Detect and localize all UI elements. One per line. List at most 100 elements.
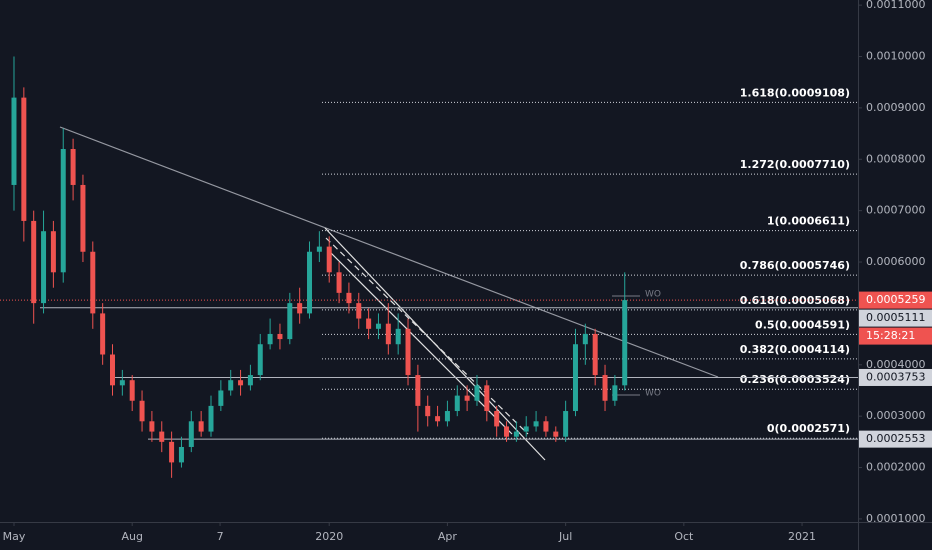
candle-body xyxy=(159,431,165,442)
candle-body xyxy=(109,354,115,386)
candle-body xyxy=(41,231,47,304)
candle-body xyxy=(198,421,204,432)
candle-body xyxy=(513,431,519,437)
candle-body xyxy=(169,441,175,463)
candle-body xyxy=(90,251,96,314)
candle-body xyxy=(356,303,362,319)
y-tick-label: 0.0006000 xyxy=(866,255,926,268)
y-tick-label: 0.0001000 xyxy=(866,512,926,525)
candle-body xyxy=(504,426,510,437)
candle-body xyxy=(267,333,273,345)
trend-line xyxy=(325,237,529,435)
candle-body xyxy=(563,411,569,437)
candle-body xyxy=(612,385,618,401)
candle-body xyxy=(228,380,234,391)
candle-body xyxy=(139,400,145,422)
candle-body xyxy=(21,97,27,221)
annotation: WO xyxy=(645,290,661,300)
candle-body xyxy=(464,395,470,401)
horizontal-line-label-box xyxy=(859,368,932,386)
candle-body xyxy=(80,184,86,252)
candle-body xyxy=(375,323,381,329)
candle-body xyxy=(287,303,293,340)
candle-body xyxy=(247,375,253,386)
x-tick-label: Oct xyxy=(674,530,694,543)
candle-body xyxy=(553,431,559,437)
fib-level-label: 0.5(0.0004591) xyxy=(755,318,850,331)
candle-body xyxy=(316,246,322,252)
candle-body xyxy=(277,333,283,340)
candle-body xyxy=(405,328,411,376)
candle-body xyxy=(572,344,578,412)
fib-level-label: 1.272(0.0007710) xyxy=(740,158,850,171)
candle-body xyxy=(582,333,588,345)
candle-body xyxy=(366,318,372,329)
x-tick-label: 7 xyxy=(217,530,224,543)
candle-body xyxy=(474,385,480,401)
candle-body xyxy=(454,395,460,412)
candle-body xyxy=(129,380,135,401)
candle-body xyxy=(119,380,125,386)
candle-body xyxy=(543,421,549,432)
last-price-label-box xyxy=(859,291,932,309)
horizontal-line-label: 0.0003753 xyxy=(866,370,926,383)
candle-body xyxy=(395,328,401,345)
countdown-label-box xyxy=(859,327,932,345)
candle-body xyxy=(484,385,490,412)
horizontal-line-label: 0.0002553 xyxy=(866,432,926,445)
fib-level-label: 0.382(0.0004114) xyxy=(740,343,850,356)
fib-level-label: 0.618(0.0005068) xyxy=(740,294,850,307)
candle-body xyxy=(100,313,106,355)
fib-level-label: 1(0.0006611) xyxy=(767,215,850,228)
candle-body xyxy=(415,375,421,406)
x-tick-label: Apr xyxy=(438,530,458,543)
candle-body xyxy=(533,421,539,427)
candle-body xyxy=(70,148,76,185)
candle-body xyxy=(592,333,598,376)
fib-level-label: 1.618(0.0009108) xyxy=(740,86,850,99)
candle-body xyxy=(336,272,342,293)
y-tick-label: 0.0003000 xyxy=(866,409,926,422)
countdown-label: 15:28:21 xyxy=(866,329,915,342)
candle-body xyxy=(218,390,224,406)
last-price-label: 0.0005259 xyxy=(866,293,926,306)
fib-level-label: 0(0.0002571) xyxy=(767,422,850,435)
candle-body xyxy=(435,416,441,422)
candle-body xyxy=(238,380,244,386)
fib-level-label: 0.236(0.0003524) xyxy=(740,373,850,386)
horizontal-line-label: 0.0005111 xyxy=(866,311,926,324)
candle-body xyxy=(622,300,628,386)
candle-body xyxy=(50,231,56,273)
candle-body xyxy=(178,446,184,463)
candle-body xyxy=(346,292,352,304)
trend-line xyxy=(59,126,719,378)
y-tick-label: 0.0011000 xyxy=(866,0,926,11)
candle-body xyxy=(523,426,529,432)
x-tick-label: Jul xyxy=(558,530,572,543)
candle-body xyxy=(31,220,37,304)
candle-body xyxy=(307,251,313,314)
candle-body xyxy=(425,405,431,417)
y-tick-label: 0.0002000 xyxy=(866,461,926,474)
y-tick-label: 0.0009000 xyxy=(866,101,926,114)
y-tick-label: 0.0007000 xyxy=(866,204,926,217)
trend-line xyxy=(327,249,513,435)
candle-body xyxy=(602,375,608,401)
candle-body xyxy=(494,411,500,427)
candle-body xyxy=(257,344,263,376)
horizontal-line-label-box xyxy=(859,309,932,327)
y-tick-label: 0.0010000 xyxy=(866,50,926,63)
candle-body xyxy=(385,323,391,345)
annotation: WO xyxy=(645,389,661,399)
candle-body xyxy=(188,421,194,447)
y-tick-label: 0.0008000 xyxy=(866,152,926,165)
fib-level-label: 0.786(0.0005746) xyxy=(740,259,850,272)
candle-body xyxy=(149,421,155,432)
x-tick-label: 2021 xyxy=(788,530,816,543)
x-tick-label: 2020 xyxy=(315,530,343,543)
horizontal-line-label-box xyxy=(859,430,932,448)
candle-body xyxy=(444,411,450,422)
candle-body xyxy=(11,97,17,185)
candle-body xyxy=(208,405,214,432)
